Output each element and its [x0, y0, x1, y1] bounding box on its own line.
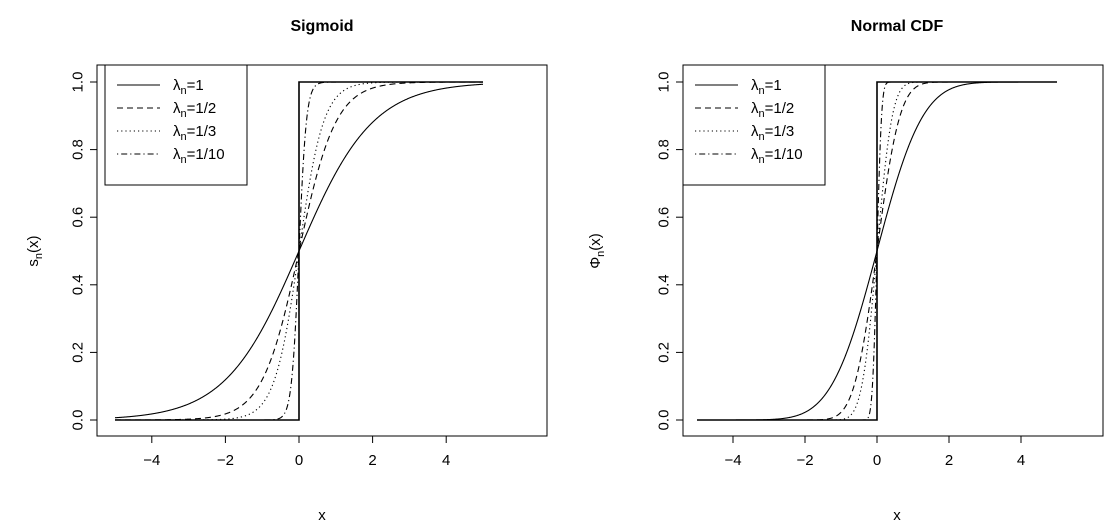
series-line	[697, 81, 1057, 421]
x-tick-label: 2	[945, 452, 953, 469]
legend-label: λn=1/3	[173, 123, 216, 143]
panel-sigmoid: Sigmoid x sn(x) −4 −2 0 2 4 0.0 0.2 0.4 0.6 0.8 1…	[25, 18, 548, 524]
plot-area	[697, 81, 1057, 421]
x-axis-label: x	[318, 507, 326, 524]
x-tick-label: 4	[442, 452, 450, 469]
x-tick-label: 2	[368, 452, 376, 469]
plot-box	[682, 64, 1104, 437]
series-line	[115, 81, 483, 421]
y-axis-label-rest: (x)	[25, 235, 42, 253]
y-tick-label: 0.0	[70, 410, 87, 431]
plot-box	[96, 64, 548, 437]
y-axis-label: sn(x)	[25, 235, 45, 266]
y-tick-label: 0.4	[70, 274, 87, 295]
legend-box	[104, 64, 248, 186]
series-line	[115, 81, 483, 421]
y-axis: 0.0 0.2 0.4 0.6 0.8 1.0	[70, 72, 98, 431]
legend: λn=1 λn=1/2 λn=1/3 λn=1/10	[104, 64, 248, 186]
y-tick-label: 0.4	[656, 274, 673, 295]
legend-label: λn=1	[751, 77, 782, 97]
x-tick-label: 0	[873, 452, 881, 469]
x-tick-label: −4	[143, 452, 160, 469]
y-tick-label: 1.0	[70, 72, 87, 93]
chart-title: Sigmoid	[290, 18, 353, 35]
x-tick-label: −4	[724, 452, 741, 469]
y-tick-label: 1.0	[656, 72, 673, 93]
plot-area	[114, 81, 484, 421]
y-tick-label: 0.8	[656, 139, 673, 160]
x-tick-label: −2	[796, 452, 813, 469]
y-tick-label: 0.6	[70, 207, 87, 228]
y-axis-label-base: s	[25, 259, 42, 267]
legend-label: λn=1/2	[173, 100, 216, 120]
legend-label: λn=1/2	[751, 100, 794, 120]
legend: λn=1 λn=1/2 λn=1/3 λn=1/10	[682, 64, 826, 186]
legend-label: λn=1	[173, 77, 204, 97]
x-tick-label: −2	[217, 452, 234, 469]
y-axis-label-base: Φ	[587, 257, 604, 269]
y-axis-label-rest: (x)	[587, 233, 604, 251]
y-axis-label-sub: n	[595, 251, 607, 257]
x-tick-label: 4	[1017, 452, 1025, 469]
panel-normal-cdf: Normal CDF x Φn(x) −4 −2 0 2 4 0.00.20.40.60…	[587, 18, 1104, 524]
x-axis-label: x	[893, 507, 901, 524]
chart-title: Normal CDF	[851, 18, 944, 35]
y-tick-label: 0.0	[656, 410, 673, 431]
y-axis: 0.0 0.2 0.4 0.6 0.8 1.0	[656, 72, 684, 431]
y-tick-label: 0.2	[70, 342, 87, 363]
legend-label: λn=1/10	[173, 146, 225, 166]
legend-label: λn=1/10	[751, 146, 803, 166]
y-tick-label: 0.6	[656, 207, 673, 228]
y-axis-label: Φn(x)	[587, 233, 607, 269]
legend-box	[682, 64, 826, 186]
y-tick-label: 0.2	[656, 342, 673, 363]
x-axis: −4 −2 0 2 4	[724, 435, 1025, 469]
x-tick-label: 0	[295, 452, 303, 469]
y-axis-label-sub: n	[33, 253, 45, 259]
x-axis: −4 −2 0 2 4	[143, 435, 450, 469]
legend-label: λn=1/3	[751, 123, 794, 143]
y-tick-label: 0.8	[70, 139, 87, 160]
